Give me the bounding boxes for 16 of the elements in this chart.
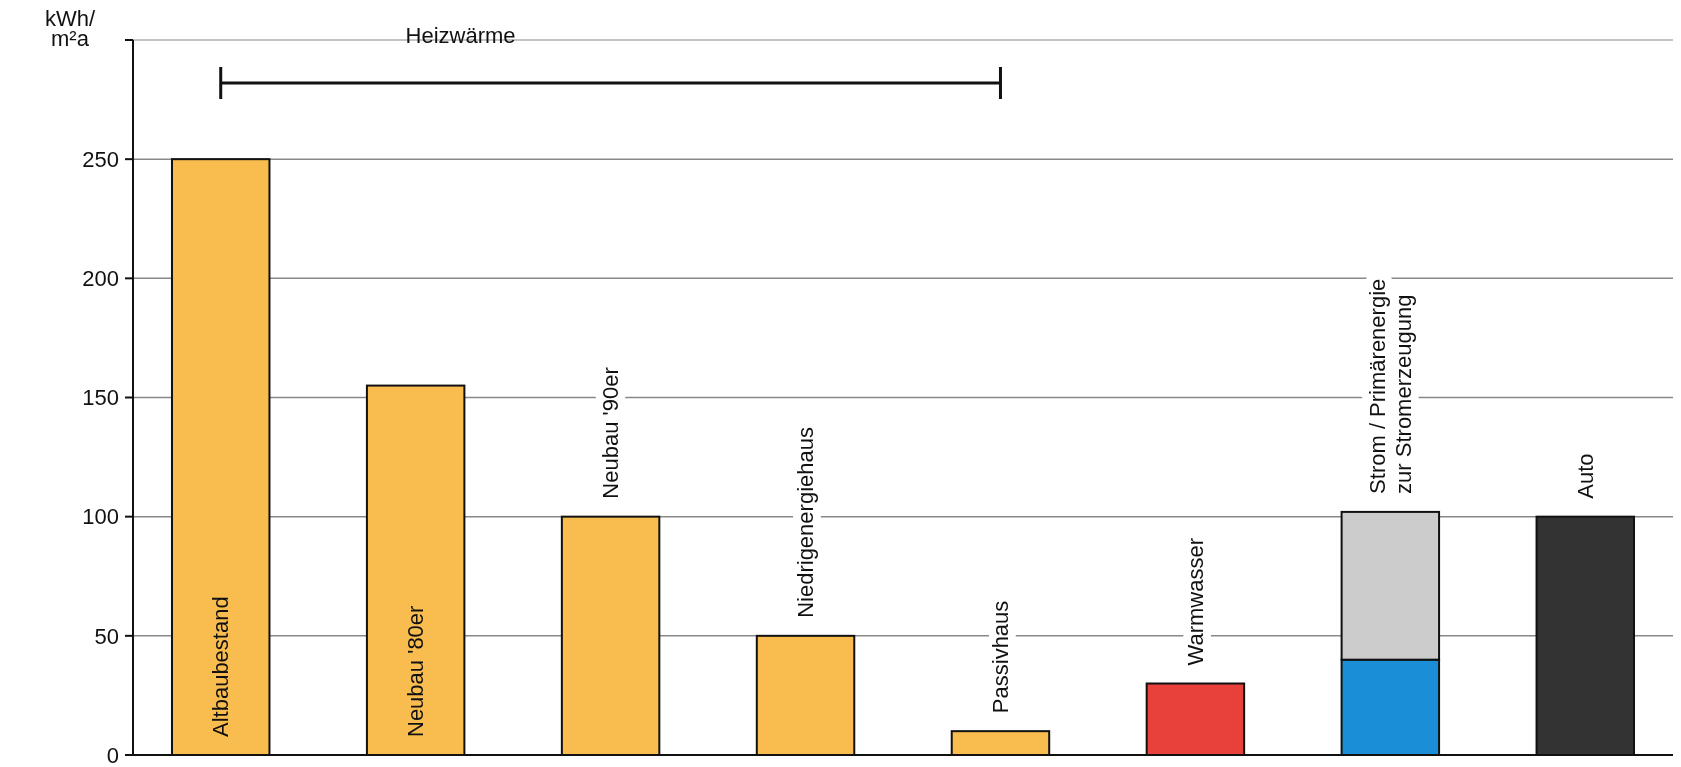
x-tick-label: Warmwasser bbox=[1183, 537, 1209, 666]
y-tick-label: 200 bbox=[82, 266, 119, 292]
x-tick-label: Auto bbox=[1572, 453, 1598, 499]
annotation: Heizwärme bbox=[405, 23, 516, 48]
y-tick-label: 150 bbox=[82, 385, 119, 411]
y-tick-label: 50 bbox=[94, 623, 119, 649]
y-tick-label: 250 bbox=[82, 146, 119, 172]
y-axis-title: kWh/m²a bbox=[44, 6, 96, 51]
x-tick-label: Neubau '90er bbox=[598, 367, 624, 499]
x-tick-label: Niedrigenergiehaus bbox=[793, 427, 819, 618]
y-tick-label: 0 bbox=[106, 742, 119, 767]
x-tick-label: Strom / Primärenergie zur Stromerzeugung bbox=[1365, 278, 1416, 494]
x-tick-label: Neubau '80er bbox=[403, 605, 429, 737]
x-tick-label: Passivhaus bbox=[988, 600, 1014, 714]
y-tick-label: 100 bbox=[82, 504, 119, 530]
x-tick-label: Altbaubestand bbox=[208, 596, 234, 737]
